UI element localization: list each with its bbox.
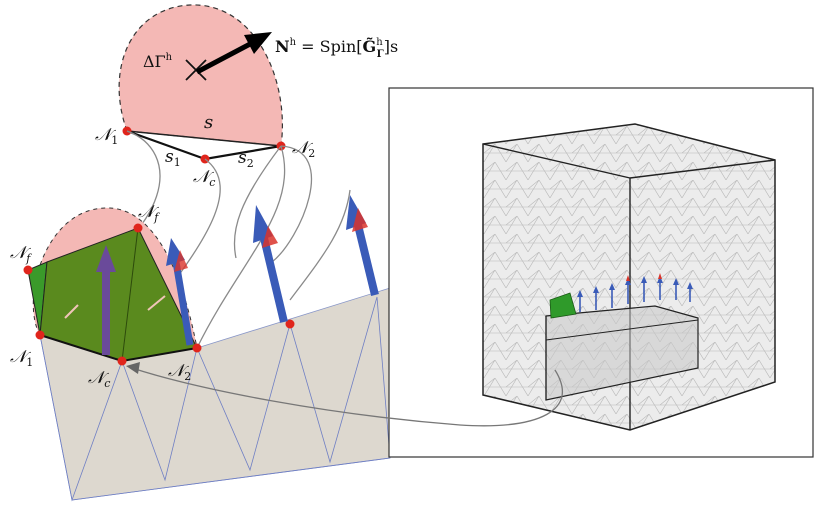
node-Nf-a	[23, 265, 33, 275]
label-N1-top: 𝒩1	[95, 125, 118, 147]
label-normal-equation: Nh = Spin[G̃h Γ]s	[275, 37, 398, 60]
label-s2: s2	[238, 148, 254, 170]
box-front	[482, 123, 776, 431]
node-Nf-b	[133, 223, 143, 233]
normal-arrows	[96, 195, 379, 355]
label-delta-gamma: ΔΓh	[143, 52, 173, 71]
inset-panel	[388, 87, 814, 458]
pointer-arrow	[126, 362, 564, 427]
node-Nc-bot	[117, 356, 127, 366]
label-s1: s1	[165, 147, 181, 169]
arrow-4	[346, 195, 379, 296]
label-N1-bot: 𝒩1	[10, 347, 33, 369]
arrow-3	[253, 205, 288, 323]
node-N2-bot	[192, 343, 202, 353]
segment-s	[126, 130, 282, 147]
node-N1-bot	[35, 330, 45, 340]
top-patch	[118, 4, 286, 164]
connector-curves	[44, 130, 351, 359]
arrow-2	[166, 238, 194, 346]
arrow-1	[96, 245, 116, 355]
label-Nc-top: 𝒩c	[193, 167, 215, 189]
node-strip-a	[285, 319, 295, 329]
normal-arrow	[195, 32, 272, 75]
label-Nf-b: 𝒩f	[138, 202, 160, 224]
label-s: s	[204, 112, 213, 133]
label-Nf-a: 𝒩f	[10, 243, 32, 265]
lower-patch	[23, 207, 295, 366]
inset-green-patch	[549, 292, 577, 319]
label-N2-top: 𝒩2	[292, 138, 315, 160]
inset-arrows	[579, 282, 691, 312]
